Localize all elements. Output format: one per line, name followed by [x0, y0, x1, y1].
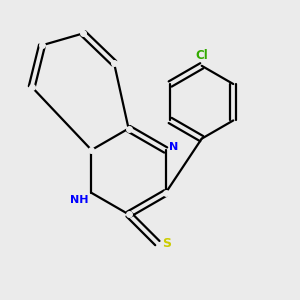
Text: N: N	[169, 142, 178, 152]
Text: S: S	[163, 237, 172, 250]
Text: NH: NH	[70, 195, 88, 205]
Text: Cl: Cl	[195, 49, 208, 62]
